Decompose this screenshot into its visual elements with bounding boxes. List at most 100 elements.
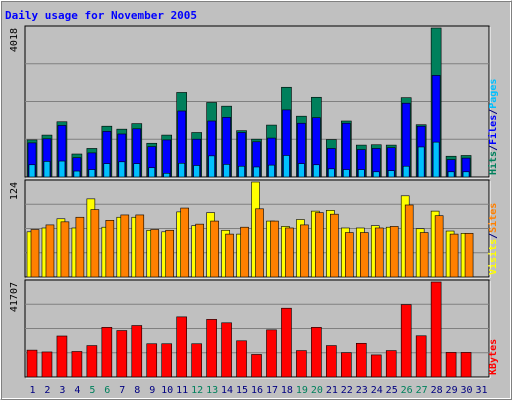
x-tick-label: 26	[401, 385, 413, 396]
kbytes-bar	[251, 354, 262, 378]
kbytes-bar	[221, 322, 232, 378]
sites-bar	[255, 208, 264, 278]
kbytes-bar	[341, 352, 352, 378]
pages-bar	[28, 164, 36, 178]
x-tick-label: 15	[236, 385, 248, 396]
kbytes-bar	[311, 327, 322, 378]
sites-bar	[330, 213, 339, 278]
kbytes-bar	[266, 329, 277, 378]
pages-bar	[268, 164, 275, 178]
pages-bar	[223, 164, 230, 178]
sites-bar	[434, 215, 444, 278]
sites-bar	[404, 204, 414, 278]
pages-bar	[253, 166, 260, 178]
bottom-axis-title: KBytes	[488, 339, 499, 375]
x-tick-label: 3	[59, 385, 65, 396]
pages-bar	[193, 165, 200, 178]
files-bar	[401, 102, 411, 178]
pages-bar	[43, 161, 51, 178]
pages-bar	[417, 146, 425, 178]
x-tick-label: 10	[161, 385, 173, 396]
top-axis-title-part: /	[488, 145, 499, 151]
x-tick-label: 19	[296, 385, 308, 396]
pages-bar	[133, 163, 141, 178]
kbytes-bar	[296, 350, 307, 378]
kbytes-bar	[385, 350, 397, 378]
pages-bar	[238, 165, 245, 178]
x-tick-label: 16	[251, 385, 263, 396]
sites-bar	[240, 226, 249, 278]
sites-bar	[120, 214, 130, 278]
sites-bar	[90, 209, 100, 278]
kbytes-bar	[161, 343, 173, 378]
middle-axis-title-part: Visits	[487, 239, 499, 275]
x-tick-label: 25	[386, 385, 398, 396]
sites-bar	[195, 223, 204, 278]
kbytes-bar	[370, 354, 382, 378]
top-axis-title-part: Pages	[488, 79, 499, 109]
x-tick-label: 29	[446, 385, 458, 396]
kbytes-bar	[400, 304, 412, 378]
kbytes-bar	[415, 335, 427, 378]
pages-bar	[73, 170, 81, 178]
top-ymax-label: 4018	[9, 28, 20, 52]
chart-title: Daily usage for November 2005	[5, 9, 197, 22]
sites-bar	[135, 214, 145, 278]
x-tick-label: 13	[206, 385, 218, 396]
pages-bar	[178, 162, 185, 178]
x-tick-label: 5	[89, 385, 95, 396]
kbytes-bar	[236, 340, 247, 378]
bottom-ymax-label: 41707	[9, 282, 20, 312]
sites-bar	[75, 216, 85, 278]
x-tick-label: 27	[416, 385, 428, 396]
x-tick-label: 28	[431, 385, 443, 396]
pages-bar	[298, 163, 305, 178]
kbytes-bar	[131, 325, 143, 378]
kbytes-bar	[445, 352, 457, 378]
kbytes-bar	[146, 343, 158, 378]
x-tick-label: 1	[29, 385, 35, 396]
kbytes-bar	[116, 330, 128, 378]
pages-bar	[447, 171, 455, 178]
x-tick-label: 6	[104, 385, 110, 396]
pages-bar	[343, 169, 350, 178]
top-axis-title-part: /	[488, 109, 499, 115]
bottom-axis-title-part: KBytes	[488, 339, 499, 375]
kbytes-bar	[71, 351, 83, 378]
pages-bar	[88, 169, 96, 178]
x-tick-label: 21	[326, 385, 338, 396]
x-tick-label: 22	[341, 385, 353, 396]
pages-bar	[58, 160, 66, 178]
x-tick-label: 14	[221, 385, 233, 396]
files-bar	[162, 139, 172, 178]
kbytes-bar	[355, 342, 367, 378]
pages-bar	[103, 163, 111, 178]
x-tick-label: 9	[149, 385, 155, 396]
sites-bar	[180, 207, 189, 278]
x-tick-label: 2	[44, 385, 50, 396]
kbytes-bar	[176, 316, 187, 378]
top-axis-title-part: Hits	[487, 151, 499, 175]
x-tick-labels: 1 2 3 4 5 6 7 8 9 10 11 12 13 14 15 16 17 18 19 20 21 22 23 24 2…	[29, 385, 487, 396]
x-tick-label: 8	[134, 385, 140, 396]
x-tick-label: 30	[461, 385, 473, 396]
kbytes-bar	[206, 319, 217, 378]
pages-bar	[328, 168, 335, 178]
x-tick-label: 17	[266, 385, 278, 396]
sites-bar	[225, 233, 234, 278]
kbytes-bar	[86, 345, 98, 378]
kbytes-bar	[460, 352, 472, 378]
pages-bar	[118, 161, 126, 178]
kbytes-bar	[101, 327, 113, 378]
sites-bar	[60, 221, 70, 278]
kbytes-bar	[430, 281, 442, 378]
sites-bar	[105, 220, 115, 278]
sites-bar	[165, 229, 175, 278]
sites-bar	[300, 224, 309, 278]
middle-axis-title: Visits/Sites	[487, 203, 499, 275]
sites-bar	[464, 233, 474, 278]
